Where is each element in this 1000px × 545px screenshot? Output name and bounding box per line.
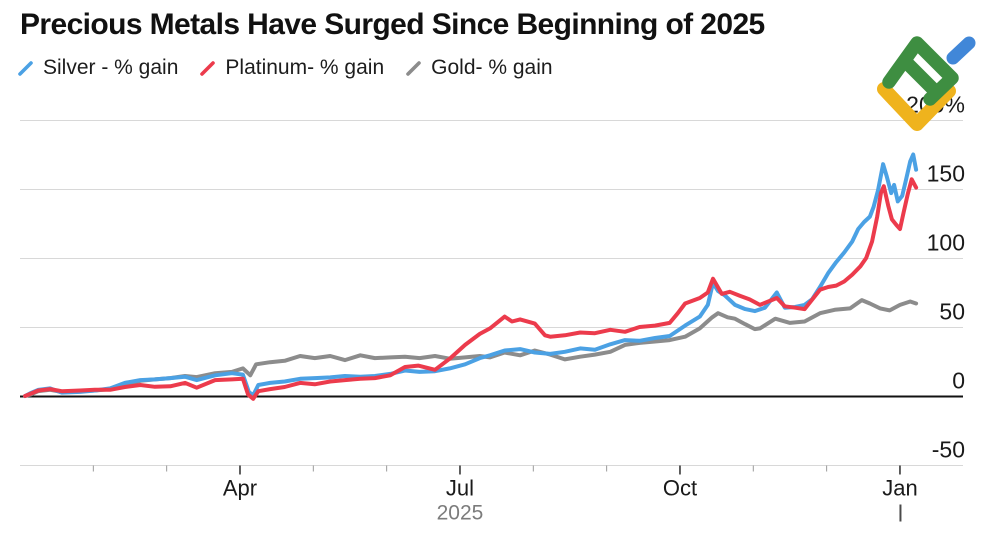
y-axis-label: 200% [906,92,965,118]
y-axis-label: 150 [927,161,965,187]
series-line-platinum [23,177,919,401]
y-axis-label: 50 [939,299,965,325]
x-axis-label: Jan [882,476,917,501]
legend-label-platinum: Platinum- % gain [225,56,385,79]
year-label: 2025 [437,502,484,525]
gray-slash-icon [406,60,421,76]
chart-title: Precious Metals Have Surged Since Beginn… [20,8,765,41]
series-line-gold [23,298,919,398]
y-axis-label: 100 [927,230,965,256]
legend-label-gold: Gold- % gain [431,56,553,79]
legend-label-silver: Silver - % gain [43,56,179,79]
x-axis-label: Jul [446,476,474,501]
y-axis-label: 0 [952,368,965,394]
blue-slash-icon [18,60,33,76]
x-axis-label: Apr [223,476,257,501]
series-line-silver [23,152,919,398]
y-axis-label: -50 [932,437,965,463]
legend-item-silver: Silver - % gain [17,56,178,80]
chart-legend: Silver - % gain Platinum- % gain Gold- %… [17,56,574,80]
legend-item-gold: Gold- % gain [405,56,553,80]
x-axis-label: Oct [663,476,697,501]
red-slash-icon [200,60,216,76]
legend-item-platinum: Platinum- % gain [199,56,384,80]
